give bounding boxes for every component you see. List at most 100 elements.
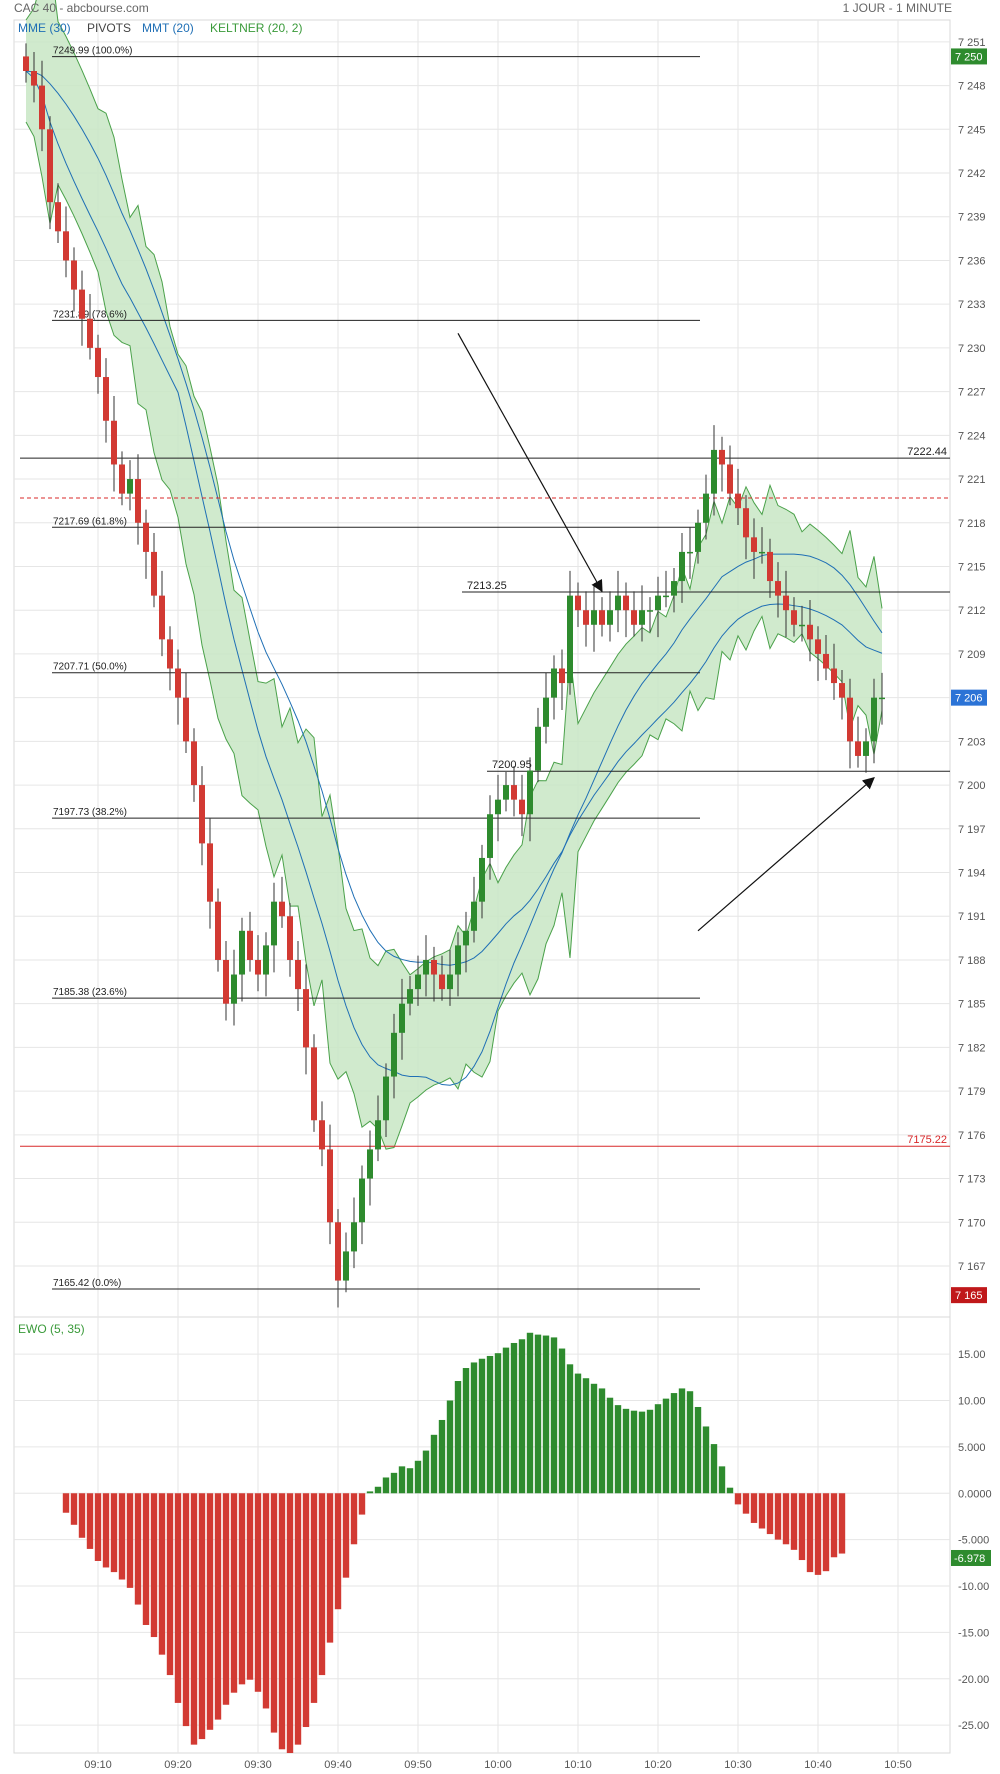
candle-body bbox=[295, 959, 301, 990]
ewo-tick-label: -15.00 bbox=[958, 1627, 989, 1639]
ewo-tick-label: -25.00 bbox=[958, 1720, 989, 1732]
ewo-bar bbox=[622, 1408, 630, 1494]
price-axis: 7 251 7 248 7 245 7 242 7 239 7 236 7 233 7 230… bbox=[958, 37, 986, 1273]
candle-body bbox=[703, 493, 709, 523]
candle-body bbox=[687, 551, 693, 554]
candle-body bbox=[535, 726, 541, 771]
annotation-arrow bbox=[457, 333, 603, 593]
ewo-bar bbox=[814, 1493, 822, 1575]
candle-body bbox=[71, 260, 77, 290]
price-tick-label: 7 200 bbox=[958, 780, 986, 792]
ewo-bar bbox=[526, 1332, 534, 1494]
candle-body bbox=[239, 930, 245, 975]
candle-body bbox=[615, 595, 621, 611]
ewo-bar bbox=[142, 1493, 150, 1625]
moving-averages bbox=[25, 70, 883, 1086]
ewo-bar bbox=[470, 1362, 478, 1494]
ewo-bar bbox=[158, 1493, 166, 1655]
ewo-bar bbox=[790, 1493, 798, 1550]
ewo-bar bbox=[390, 1472, 398, 1494]
candle-body bbox=[671, 581, 677, 596]
candle-body bbox=[471, 901, 477, 931]
ewo-bar bbox=[494, 1353, 502, 1494]
candle-body bbox=[311, 1047, 317, 1121]
ewo-bar bbox=[510, 1342, 518, 1494]
legend-pivots[interactable]: PIVOTS bbox=[87, 21, 132, 35]
candle-body bbox=[95, 347, 101, 378]
price-tick-label: 7 203 bbox=[958, 736, 986, 748]
ewo-bar bbox=[574, 1373, 582, 1494]
candle-body bbox=[567, 595, 573, 684]
ewo-bar bbox=[374, 1486, 382, 1494]
ewo-badge bbox=[951, 1549, 991, 1566]
candle-body bbox=[527, 770, 533, 815]
price-tick-label: 7 191 bbox=[958, 911, 986, 923]
ewo-bar bbox=[750, 1493, 758, 1523]
candle-body bbox=[599, 610, 605, 625]
candle-body bbox=[871, 697, 877, 742]
time-tick-label: 10:10 bbox=[564, 1759, 592, 1771]
candle-body bbox=[711, 449, 717, 494]
candle-body bbox=[135, 479, 141, 523]
legend-mmt[interactable]: MMT (20) bbox=[142, 21, 194, 35]
candle-body bbox=[375, 1120, 381, 1150]
candle-body bbox=[151, 551, 157, 596]
ewo-bar bbox=[502, 1347, 510, 1494]
ewo-label: EWO (5, 35) bbox=[18, 1322, 85, 1336]
ewo-bar bbox=[86, 1493, 94, 1549]
price-badge bbox=[951, 689, 987, 706]
candle-body bbox=[31, 71, 37, 86]
candle-body bbox=[775, 581, 781, 596]
candle-body bbox=[863, 741, 869, 756]
ewo-bar bbox=[710, 1444, 718, 1494]
candle-body bbox=[143, 522, 149, 552]
candle-body bbox=[847, 697, 853, 742]
ewo-bar bbox=[630, 1410, 638, 1494]
ewo-bar bbox=[230, 1493, 238, 1693]
price-tick-label: 7 227 bbox=[958, 387, 986, 399]
ewo-bar bbox=[454, 1381, 462, 1494]
price-tick-label: 7 245 bbox=[958, 124, 986, 136]
ewo-bar bbox=[734, 1493, 742, 1505]
candle-body bbox=[191, 741, 197, 786]
ewo-bar bbox=[446, 1400, 454, 1494]
annotation-arrow bbox=[697, 777, 875, 932]
ewo-bar bbox=[254, 1493, 262, 1692]
candle-body bbox=[759, 551, 765, 554]
candle-body bbox=[439, 974, 445, 990]
candle-body bbox=[223, 959, 229, 1004]
candle-body bbox=[39, 85, 45, 130]
ewo-bar bbox=[294, 1493, 302, 1745]
candle-body bbox=[335, 1222, 341, 1281]
candle-body bbox=[199, 785, 205, 844]
ewo-bar bbox=[758, 1493, 766, 1529]
time-tick-label: 09:50 bbox=[404, 1759, 432, 1771]
candle-body bbox=[79, 289, 85, 319]
candle-body bbox=[359, 1178, 365, 1223]
candle-body bbox=[559, 668, 565, 684]
candle-body bbox=[343, 1251, 349, 1281]
ewo-bar bbox=[414, 1460, 422, 1494]
price-tick-label: 7 194 bbox=[958, 868, 986, 880]
candle-body bbox=[215, 901, 221, 960]
candle-body bbox=[423, 959, 429, 975]
legend-keltner[interactable]: KELTNER (20, 2) bbox=[210, 21, 303, 35]
ewo-bar bbox=[670, 1393, 678, 1494]
candle-body bbox=[767, 551, 773, 582]
fib-label: 7249.99 (100.0%) bbox=[53, 46, 133, 57]
candle-body bbox=[519, 799, 525, 815]
ewo-bar bbox=[342, 1493, 350, 1578]
legend-mme[interactable]: MME (30) bbox=[18, 21, 71, 35]
level-label: 7222.44 bbox=[907, 446, 947, 458]
ewo-bar bbox=[166, 1493, 174, 1676]
candle-body bbox=[663, 595, 669, 598]
ewo-bar bbox=[126, 1493, 134, 1588]
ewo-bar bbox=[334, 1493, 342, 1610]
candle-body bbox=[255, 959, 261, 975]
timeframe-label: 1 JOUR - 1 MINUTE bbox=[842, 1, 952, 15]
price-tick-label: 7 239 bbox=[958, 212, 986, 224]
level-label: 7175.22 bbox=[907, 1134, 947, 1146]
candle-body bbox=[631, 610, 637, 625]
price-tick-label: 7 221 bbox=[958, 474, 986, 486]
